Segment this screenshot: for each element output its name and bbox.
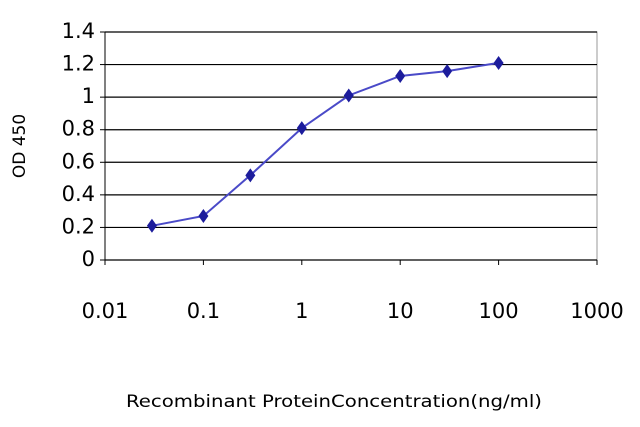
y-tick-label: 1: [82, 84, 95, 108]
data-point: [198, 209, 209, 224]
y-tick-label: 0.4: [62, 182, 95, 206]
data-point: [493, 55, 504, 70]
y-tick-label: 1.4: [62, 19, 95, 43]
data-point: [343, 88, 354, 103]
plot-area: [104, 31, 598, 261]
x-axis-label: Recombinant ProteinConcentration(ng/ml): [126, 392, 542, 412]
y-tick-label: 0.8: [62, 117, 95, 141]
y-tick-label: 0.2: [62, 214, 95, 238]
x-tick-label: 0.01: [82, 299, 129, 323]
y-tick-label: 1.2: [62, 52, 95, 76]
data-point: [146, 218, 157, 233]
x-tick-label: 0.1: [187, 299, 220, 323]
x-tick-label: 1000: [570, 299, 623, 323]
data-point: [395, 68, 406, 83]
x-tick-label: 10: [387, 299, 414, 323]
x-tick-label: 100: [479, 299, 519, 323]
data-point: [296, 121, 307, 136]
y-tick-label: 0.6: [62, 149, 95, 173]
x-tick-label: 1: [295, 299, 308, 323]
y-axis-label: OD 450: [10, 114, 30, 178]
y-tick-label: 0: [82, 247, 95, 271]
data-line: [151, 61, 499, 227]
data-point: [442, 64, 453, 79]
data-point: [245, 168, 256, 183]
